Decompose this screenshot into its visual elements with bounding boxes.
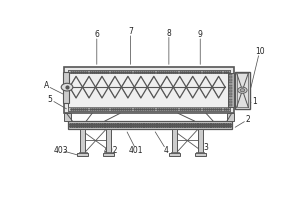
Bar xyxy=(229,74,232,75)
Bar xyxy=(227,113,234,121)
Text: 4: 4 xyxy=(164,146,169,155)
Bar xyxy=(229,90,232,92)
Bar xyxy=(106,129,111,153)
Bar xyxy=(229,96,232,97)
Bar xyxy=(68,121,232,129)
Text: 3: 3 xyxy=(204,143,208,152)
Bar xyxy=(229,79,232,81)
Bar xyxy=(229,82,232,83)
Circle shape xyxy=(61,83,73,91)
Bar xyxy=(104,152,112,153)
Bar xyxy=(77,153,88,156)
Text: 10: 10 xyxy=(255,47,264,56)
Text: 1: 1 xyxy=(253,97,257,106)
Bar xyxy=(198,129,203,153)
Bar xyxy=(169,153,180,156)
Text: 8: 8 xyxy=(167,29,171,38)
Bar xyxy=(229,93,232,95)
Bar xyxy=(171,152,178,153)
Bar xyxy=(236,73,248,107)
Text: A: A xyxy=(44,81,49,90)
Text: 9: 9 xyxy=(198,30,203,39)
Bar xyxy=(64,113,71,121)
Circle shape xyxy=(240,89,245,92)
Circle shape xyxy=(238,87,247,93)
Bar xyxy=(229,104,232,106)
Text: 402: 402 xyxy=(103,146,118,155)
Bar xyxy=(235,72,250,109)
Bar xyxy=(229,101,232,103)
Bar xyxy=(64,67,234,113)
Bar xyxy=(229,76,232,78)
Text: 2: 2 xyxy=(245,115,250,124)
Bar xyxy=(68,107,230,111)
Text: 6: 6 xyxy=(94,30,99,39)
Bar xyxy=(63,72,69,103)
Bar xyxy=(79,152,87,153)
Bar xyxy=(229,87,232,89)
Bar xyxy=(68,70,230,73)
Bar xyxy=(103,153,114,156)
Bar xyxy=(196,152,204,153)
Text: 7: 7 xyxy=(128,27,133,36)
Bar xyxy=(229,99,232,100)
Bar xyxy=(195,153,206,156)
Bar xyxy=(68,70,230,111)
Text: 403: 403 xyxy=(53,146,68,155)
Bar xyxy=(172,129,177,153)
Bar xyxy=(228,73,234,107)
Text: 401: 401 xyxy=(129,146,144,155)
Text: 5: 5 xyxy=(48,95,53,104)
Bar xyxy=(80,129,86,153)
Bar xyxy=(229,85,232,86)
